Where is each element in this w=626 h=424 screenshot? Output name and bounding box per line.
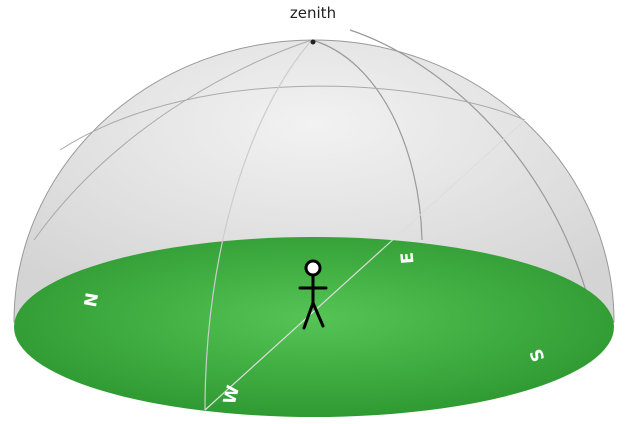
zenith-point bbox=[311, 40, 316, 45]
east-label: E bbox=[398, 251, 419, 264]
page: zenith N E S W (() => { const data = JSO… bbox=[0, 0, 626, 424]
celestial-sphere-diagram: zenith N E S W bbox=[0, 0, 626, 424]
zenith-label: zenith bbox=[290, 4, 336, 22]
